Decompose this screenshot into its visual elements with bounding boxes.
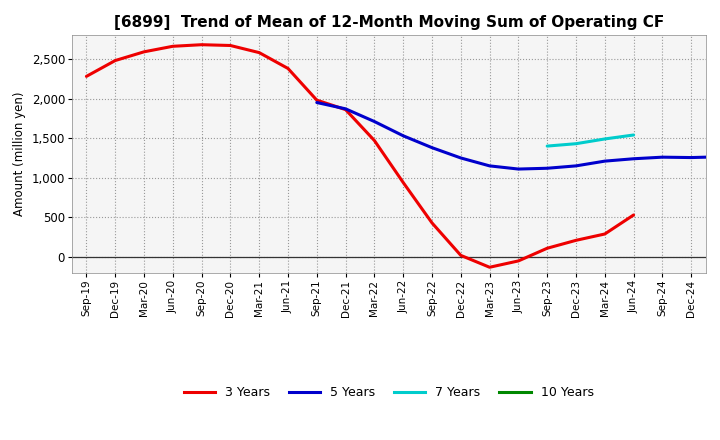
Title: [6899]  Trend of Mean of 12-Month Moving Sum of Operating CF: [6899] Trend of Mean of 12-Month Moving … bbox=[114, 15, 664, 30]
Legend: 3 Years, 5 Years, 7 Years, 10 Years: 3 Years, 5 Years, 7 Years, 10 Years bbox=[179, 381, 598, 404]
Y-axis label: Amount (million yen): Amount (million yen) bbox=[13, 92, 26, 216]
